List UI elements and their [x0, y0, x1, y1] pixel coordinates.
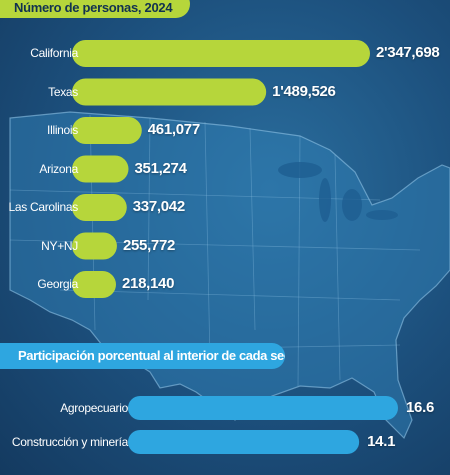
chart1-value-label: 1'489,526 [272, 82, 336, 100]
chart1-value-label: 351,274 [134, 159, 187, 177]
chart1-category-label: California [30, 46, 78, 60]
chart2-title: Participación porcentual al interior de … [18, 348, 285, 363]
chart1-value-label: 337,042 [132, 198, 185, 215]
chart2-bar-0 [128, 396, 398, 420]
chart1-bar-3 [72, 155, 129, 183]
chart1-bar-1 [72, 78, 267, 106]
chart1-category-label: Georgia [37, 277, 78, 291]
chart2-category-label: Construcción y minería [11, 435, 128, 449]
chart1-category-label: Illinois [47, 123, 78, 137]
chart2-value-label: 16.6 [406, 399, 434, 416]
great-lakes [278, 162, 398, 222]
chart1-title-pill: Número de personas, 2024 [0, 0, 190, 18]
chart1-category-label: Texas [48, 84, 78, 99]
chart2-value-label: 14.1 [367, 433, 396, 450]
chart2-bar-1 [128, 430, 360, 454]
chart1-value-label: 461,077 [147, 121, 200, 138]
chart1-bar-4 [72, 194, 127, 221]
chart2-title-pill: Participación porcentual al interior de … [0, 343, 285, 369]
state-borders [9, 114, 421, 387]
chart1-bar-2 [72, 117, 142, 144]
chart1-bar-5 [72, 232, 117, 260]
chart1-bar-6 [72, 271, 116, 298]
chart1-bar-0 [72, 40, 370, 67]
chart1-title: Número de personas, 2024 [14, 0, 173, 15]
chart1-category-label: Las Carolinas [8, 200, 79, 214]
chart1-category-label: Arizona [39, 161, 78, 176]
chart1-category-label: NY+NJ [41, 238, 78, 253]
chart2-category-label: Agropecuario [60, 401, 128, 415]
chart1-value-label: 255,772 [122, 236, 176, 254]
chart1-bars [72, 40, 370, 298]
chart1-value-label: 218,140 [122, 275, 175, 292]
chart1-value-label: 2'347,698 [376, 44, 440, 61]
